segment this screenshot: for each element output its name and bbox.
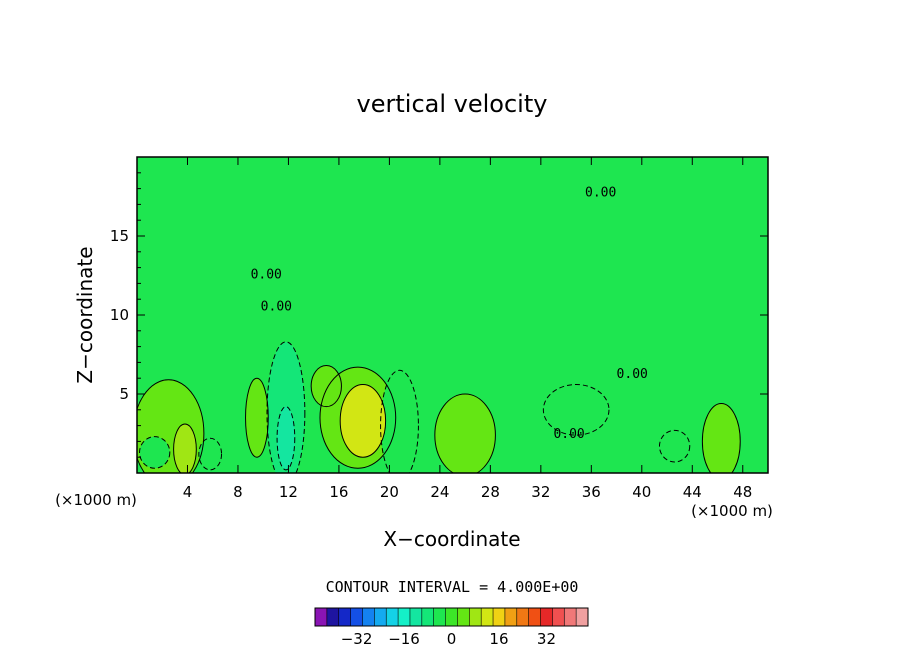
y-axis-label: Z−coordinate bbox=[73, 246, 97, 383]
x-tick-label: 48 bbox=[733, 483, 752, 501]
zero-contour-label: 0.00 bbox=[585, 186, 616, 201]
colorbar-swatch bbox=[445, 608, 458, 626]
contour-interval-label: CONTOUR INTERVAL = 4.000E+00 bbox=[326, 578, 579, 596]
downdraft-contour bbox=[542, 384, 610, 436]
zero-contour-label: 0.00 bbox=[617, 367, 648, 382]
colorbar-tick-label: 32 bbox=[537, 630, 556, 648]
colorbar-swatch bbox=[338, 608, 351, 626]
chart-title: vertical velocity bbox=[357, 90, 548, 118]
colorbar-swatch bbox=[528, 608, 541, 626]
colorbar-swatch bbox=[386, 608, 399, 626]
colorbar-tick-label: 16 bbox=[489, 630, 508, 648]
updraft-region bbox=[311, 365, 342, 407]
updraft-contour bbox=[137, 379, 205, 473]
x-tick-label: 44 bbox=[683, 483, 702, 501]
colorbar-swatch bbox=[504, 608, 518, 626]
downdraft-contour bbox=[139, 436, 171, 469]
updraft-contour bbox=[434, 393, 496, 473]
updraft-contour bbox=[339, 384, 387, 458]
x-tick-label: 36 bbox=[582, 483, 601, 501]
contour-lines: 0.00 0.00 0.00 0.00 0.00 bbox=[137, 186, 741, 473]
colorbar bbox=[314, 607, 589, 627]
y-tick-label: 5 bbox=[119, 385, 129, 403]
y-tick-label: 15 bbox=[110, 227, 129, 245]
downdraft-region bbox=[198, 438, 222, 470]
updraft-contour bbox=[319, 366, 397, 469]
colorbar-swatch bbox=[374, 608, 387, 626]
downdraft-region bbox=[380, 370, 419, 473]
updraft-region bbox=[245, 378, 269, 458]
colorbar-swatch bbox=[350, 608, 363, 626]
colorbar-swatch bbox=[552, 608, 565, 626]
colorbar-swatch bbox=[457, 608, 470, 626]
downdraft-contour bbox=[658, 429, 691, 463]
downdraft-region bbox=[139, 436, 170, 469]
colorbar-swatch bbox=[576, 608, 589, 626]
x-tick-label: 20 bbox=[380, 483, 399, 501]
x-tick-label: 4 bbox=[183, 483, 193, 501]
downdraft-contour bbox=[266, 341, 306, 473]
downdraft-region bbox=[543, 384, 609, 436]
colorbar-swatch bbox=[481, 608, 494, 626]
x-unit-label-left: (×1000 m) bbox=[55, 491, 137, 509]
colorbar-swatch bbox=[433, 608, 446, 626]
colorbar-swatch bbox=[540, 608, 553, 626]
colorbar-swatch bbox=[409, 608, 423, 626]
y-axis-ticks: 5 10 15 bbox=[110, 172, 768, 458]
colorbar-swatch bbox=[516, 608, 529, 626]
x-axis-ticks: 4 8 12 16 20 24 28 32 36 40 44 48 bbox=[183, 157, 752, 501]
zero-contour-label: 0.00 bbox=[261, 299, 292, 314]
colorbar-swatch bbox=[564, 608, 577, 626]
colorbar-frame bbox=[314, 607, 589, 627]
zero-contour-label: 0.00 bbox=[251, 268, 282, 283]
colorbar-ticks: −32 −16 0 16 32 bbox=[341, 630, 556, 648]
downdraft-region bbox=[659, 430, 690, 462]
colorbar-swatch bbox=[326, 608, 340, 626]
x-unit-label-right: (×1000 m) bbox=[691, 502, 773, 520]
x-tick-label: 32 bbox=[531, 483, 550, 501]
y-tick-label: 10 bbox=[110, 306, 129, 324]
x-tick-label: 8 bbox=[233, 483, 243, 501]
updraft-contour bbox=[310, 365, 342, 408]
updraft-region bbox=[434, 394, 496, 473]
x-tick-label: 28 bbox=[481, 483, 500, 501]
contour-fields bbox=[137, 341, 741, 473]
colorbar-swatch bbox=[421, 608, 434, 626]
updraft-contour bbox=[701, 402, 741, 473]
x-tick-label: 24 bbox=[430, 483, 449, 501]
colorbar-tick-label: 0 bbox=[447, 630, 457, 648]
x-tick-label: 12 bbox=[279, 483, 298, 501]
downdraft-contour bbox=[198, 437, 223, 471]
colorbar-tick-label: −16 bbox=[388, 630, 420, 648]
updraft-contour bbox=[245, 377, 269, 458]
colorbar-tick-label: −32 bbox=[341, 630, 373, 648]
downdraft-region bbox=[277, 406, 295, 470]
downdraft-contour bbox=[380, 369, 419, 473]
colorbar-swatch bbox=[315, 608, 328, 626]
updraft-region bbox=[340, 384, 386, 458]
zero-contour-label: 0.00 bbox=[553, 427, 584, 442]
updraft-region bbox=[173, 424, 197, 473]
updraft-contour bbox=[173, 423, 197, 473]
x-tick-label: 40 bbox=[632, 483, 651, 501]
x-axis-label: X−coordinate bbox=[383, 527, 520, 551]
colorbar-swatch bbox=[398, 608, 411, 626]
colorbar-swatch bbox=[469, 608, 482, 626]
downdraft-contour bbox=[276, 406, 296, 471]
colorbar-swatch bbox=[362, 608, 375, 626]
updraft-region bbox=[702, 403, 741, 473]
colorbar-swatch bbox=[493, 608, 506, 626]
x-tick-label: 16 bbox=[329, 483, 348, 501]
